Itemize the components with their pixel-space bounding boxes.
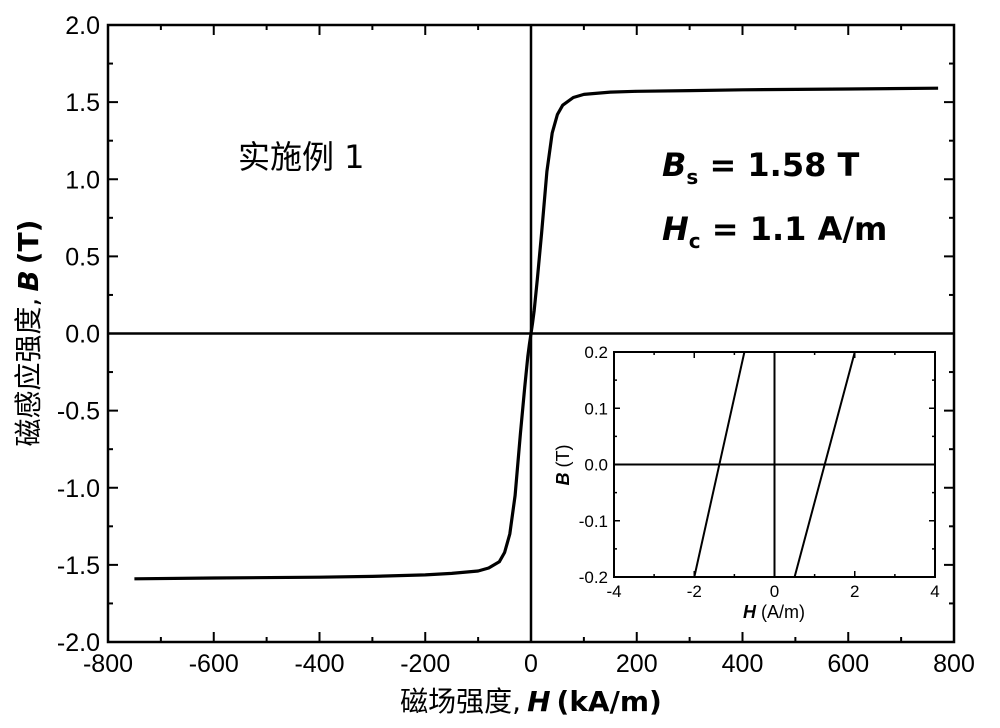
inset-y-tick-label: 0.1: [584, 399, 608, 418]
inset-x-tick-label: 4: [930, 582, 939, 601]
main-x-tick-label: 200: [616, 650, 658, 678]
main-tick-group: -800 -600 -400 -200 0 200 400 600 800 -2.0 -1.5 -1.…: [57, 12, 975, 678]
inset-x-tick-label: 2: [850, 582, 859, 601]
inset-hysteresis-branch-1: [693, 351, 746, 578]
main-y-tick-label: -1.0: [57, 475, 100, 503]
annotation-bs: Bs = 1.58 T: [662, 146, 859, 189]
inset-curve-group: [693, 351, 856, 578]
main-x-tick-label: -600: [189, 650, 239, 678]
inset-hysteresis-branch-2: [793, 351, 856, 578]
main-y-axis-label: 磁感应强度,B(T): [12, 220, 45, 447]
main-y-tick-label: 0.0: [65, 321, 100, 349]
main-hysteresis-curve: [134, 86, 939, 581]
main-y-tick-label: -0.5: [57, 398, 100, 426]
main-y-tick-label: 1.0: [65, 166, 100, 194]
main-x-tick-label: -800: [83, 650, 133, 678]
main-x-tick-label: -200: [400, 650, 450, 678]
main-x-tick-label: 600: [827, 650, 869, 678]
inset-y-tick-label: -0.1: [579, 512, 608, 531]
main-y-tick-label: -1.5: [57, 552, 100, 580]
main-x-axis-label: 磁场强度, H (kA/m): [400, 685, 662, 718]
inset-y-axis-label: B(T): [553, 445, 573, 486]
inset-x-tick-label: -2: [687, 582, 702, 601]
inset-y-tick-label: -0.2: [579, 568, 608, 587]
inset-x-axis-label: H (A/m): [743, 602, 805, 622]
annotation-example-title: 实施例 1: [238, 138, 365, 176]
inset-y-tick-label: 0.2: [584, 343, 608, 362]
annotation-hc: Hc = 1.1 A/m: [662, 210, 887, 253]
main-x-tick-label: 0: [524, 650, 538, 678]
inset-x-tick-label: 0: [770, 582, 779, 601]
main-x-tick-label: 800: [933, 650, 975, 678]
inset-y-tick-label: 0.0: [584, 456, 608, 475]
main-y-tick-label: -2.0: [57, 629, 100, 657]
main-x-tick-label: 400: [722, 650, 764, 678]
main-y-tick-label: 2.0: [65, 12, 100, 40]
main-y-tick-label: 0.5: [65, 243, 100, 271]
inset-tick-group: -4 -2 0 2 4 -0.2 -0.1 0.0 0.1 0.2: [579, 343, 940, 601]
inset-x-tick-label: -4: [606, 582, 621, 601]
main-x-tick-label: -400: [294, 650, 344, 678]
main-y-tick-label: 1.5: [65, 89, 100, 117]
